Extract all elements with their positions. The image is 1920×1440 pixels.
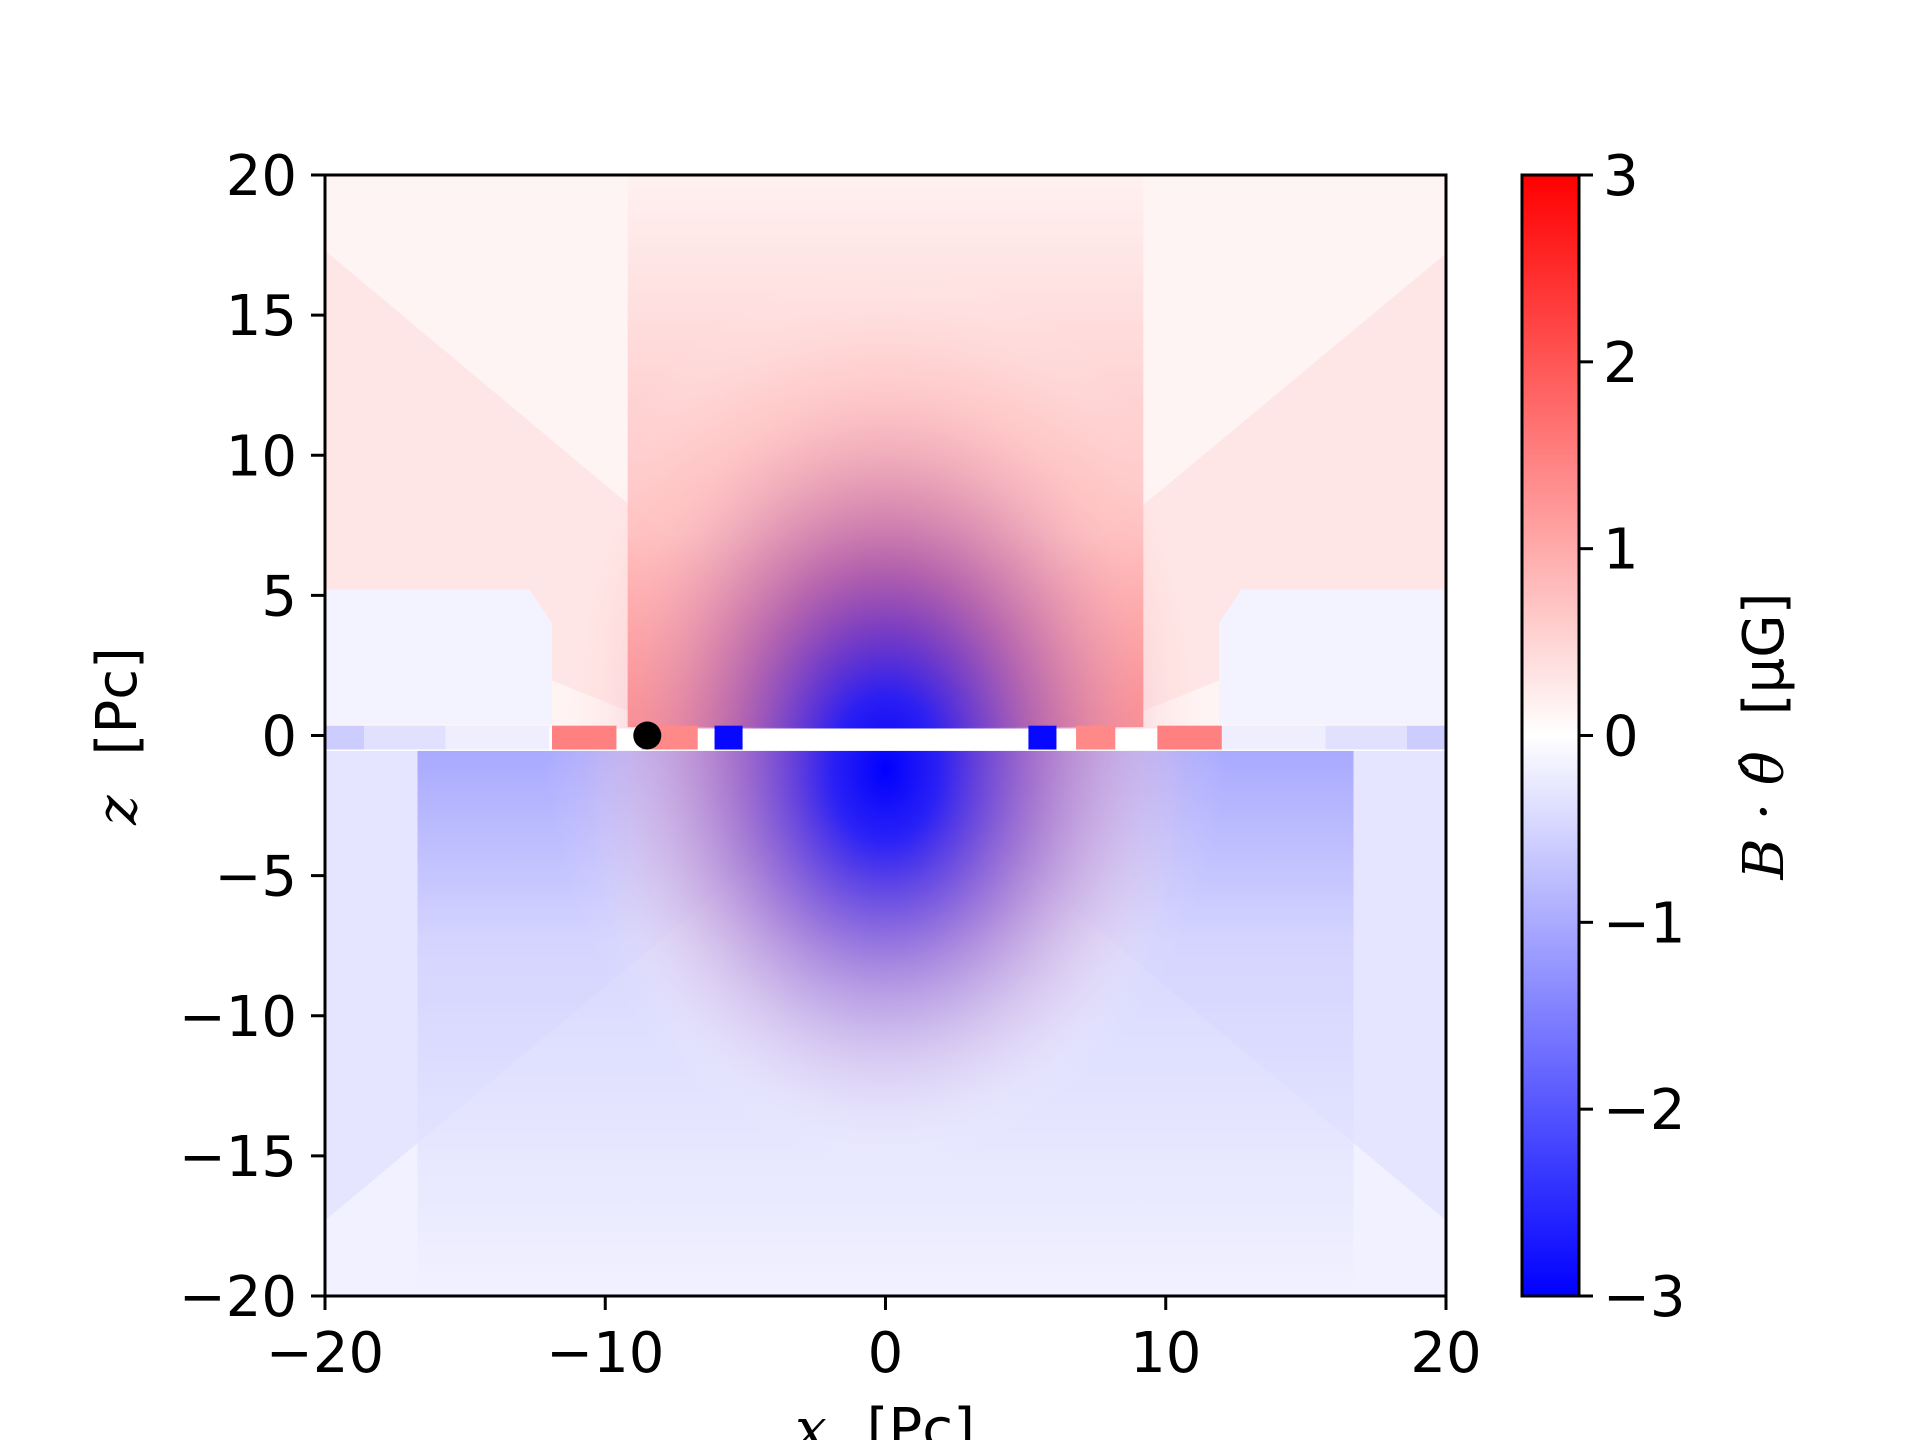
outer-disk-stripe <box>445 725 550 750</box>
y-tick-label: 0 <box>261 705 297 770</box>
colorbar-label-unit: [μG] <box>1732 593 1797 716</box>
outer-disk-stripe <box>1325 725 1407 750</box>
y-axis-unit: [Pc] <box>85 647 150 755</box>
colorbar-tick-label: 1 <box>1603 518 1639 583</box>
disk-stripe <box>552 725 617 750</box>
y-tick-label: −10 <box>179 985 297 1050</box>
colorbar-tick-label: 2 <box>1603 331 1639 396</box>
colorbar-tick-label: −1 <box>1603 891 1686 956</box>
left-blue-shoulder <box>325 589 553 725</box>
colorbar-tick-label: 0 <box>1603 705 1639 770</box>
x-tick-label: 0 <box>868 1321 904 1386</box>
outer-disk-stripe <box>1406 725 1446 750</box>
colorbar-tick-label: −2 <box>1603 1078 1686 1143</box>
heatmap-field <box>325 175 1446 1296</box>
disk-stripe <box>1028 725 1057 750</box>
colorbar-label: B · θ̂ [μG] <box>1732 593 1797 881</box>
y-tick-label: −5 <box>214 845 297 910</box>
y-axis: 20 15 10 5 0 −5 −10 −15 −20 <box>179 144 325 1330</box>
colorbar-tick-label: −3 <box>1603 1265 1686 1330</box>
x-tick-label: 20 <box>1410 1321 1481 1386</box>
x-tick-label: −10 <box>546 1321 664 1386</box>
y-tick-label: −15 <box>179 1125 297 1190</box>
y-tick-label: 20 <box>226 144 297 209</box>
x-axis: −20 −10 0 10 20 <box>266 1296 1482 1386</box>
x-tick-label: −20 <box>266 1321 384 1386</box>
disk-stripe <box>1076 725 1116 750</box>
colorbar <box>1520 173 1581 1298</box>
y-tick-label: −20 <box>179 1265 297 1330</box>
sun-marker <box>633 721 662 750</box>
x-axis-label: x [Pc] <box>795 1397 975 1440</box>
outer-disk-stripe <box>1221 725 1326 750</box>
disk-stripe <box>714 725 743 750</box>
negative-peak <box>585 364 1186 1175</box>
colorbar-label-main: B · θ̂ <box>1732 751 1797 880</box>
disk-stripe <box>1157 725 1222 750</box>
colorbar-axis: 3 2 1 0 −1 −2 −3 <box>1579 144 1686 1330</box>
y-axis-symbol: z <box>85 795 150 826</box>
outer-disk-stripe <box>364 725 446 750</box>
y-tick-label: 5 <box>261 564 297 629</box>
y-tick-label: 10 <box>226 424 297 489</box>
colorbar-tick-label: 3 <box>1603 144 1639 209</box>
y-axis-label: z [Pc] <box>85 647 150 826</box>
x-axis-symbol: x <box>795 1397 827 1440</box>
marker-layer <box>633 721 662 750</box>
x-tick-label: 10 <box>1130 1321 1201 1386</box>
right-blue-shoulder <box>1218 589 1446 725</box>
x-axis-unit: [Pc] <box>867 1397 975 1440</box>
y-tick-label: 15 <box>226 284 297 349</box>
outer-disk-stripe <box>325 725 365 750</box>
